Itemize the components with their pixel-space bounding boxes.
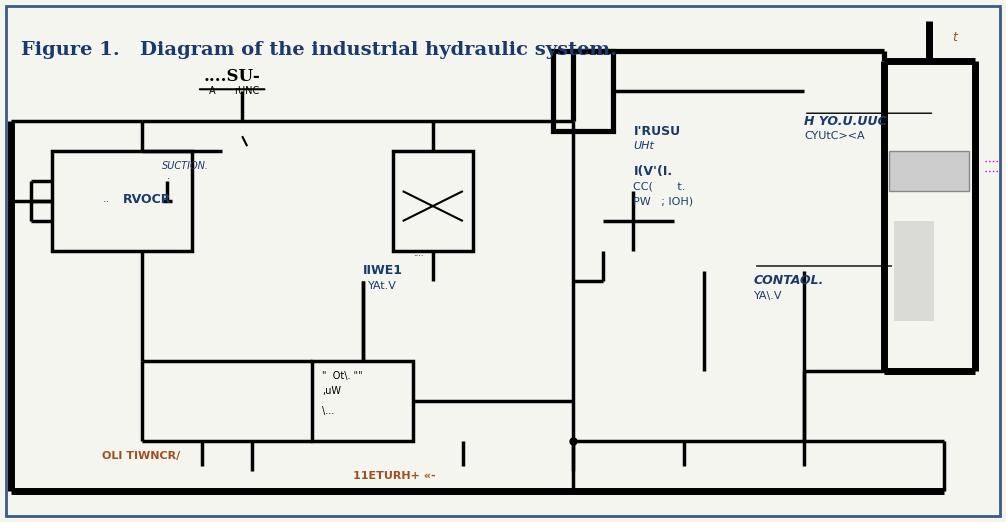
Text: rUNC: rUNC: [234, 86, 260, 96]
Text: \...: \...: [322, 406, 335, 416]
Text: IIWE1: IIWE1: [362, 265, 402, 278]
Text: ....: ....: [412, 249, 424, 258]
Text: I(V'(I.: I(V'(I.: [634, 164, 673, 177]
Text: CYUtC><A: CYUtC><A: [804, 131, 864, 141]
Text: ..: ..: [103, 194, 111, 204]
Bar: [553, 51, 614, 131]
Text: SUCTION.: SUCTION.: [162, 161, 209, 171]
Text: t: t: [952, 31, 957, 44]
Bar: [392, 151, 473, 251]
Text: YA\.V: YA\.V: [753, 291, 783, 301]
Bar: [313, 361, 412, 441]
Text: .: .: [167, 171, 170, 181]
Bar: [51, 151, 192, 251]
Text: CC(       t.: CC( t.: [634, 181, 686, 191]
Text: UHt: UHt: [634, 141, 654, 151]
Text: A: A: [209, 86, 215, 96]
Text: RVOCR: RVOCR: [123, 193, 171, 206]
Text: H YO.U.UUC: H YO.U.UUC: [804, 115, 886, 128]
FancyBboxPatch shape: [6, 6, 1000, 516]
Text: ....SU-: ....SU-: [204, 68, 261, 85]
Text: I'RUSU: I'RUSU: [634, 125, 680, 138]
Text: CONTAOL.: CONTAOL.: [753, 275, 824, 288]
Bar: [894, 221, 935, 321]
Text: "  Ot\. "": " Ot\. "": [322, 371, 363, 381]
Text: ,uW: ,uW: [322, 386, 341, 396]
Text: 11ETURH+ «-: 11ETURH+ «-: [352, 471, 436, 481]
Text: YAt.V: YAt.V: [368, 281, 397, 291]
Text: OLI TIWNCR/: OLI TIWNCR/: [102, 450, 180, 461]
Bar: [889, 151, 970, 191]
Text: Figure 1.   Diagram of the industrial hydraulic system.: Figure 1. Diagram of the industrial hydr…: [21, 41, 618, 60]
Text: PW   ; IOH): PW ; IOH): [634, 196, 693, 206]
